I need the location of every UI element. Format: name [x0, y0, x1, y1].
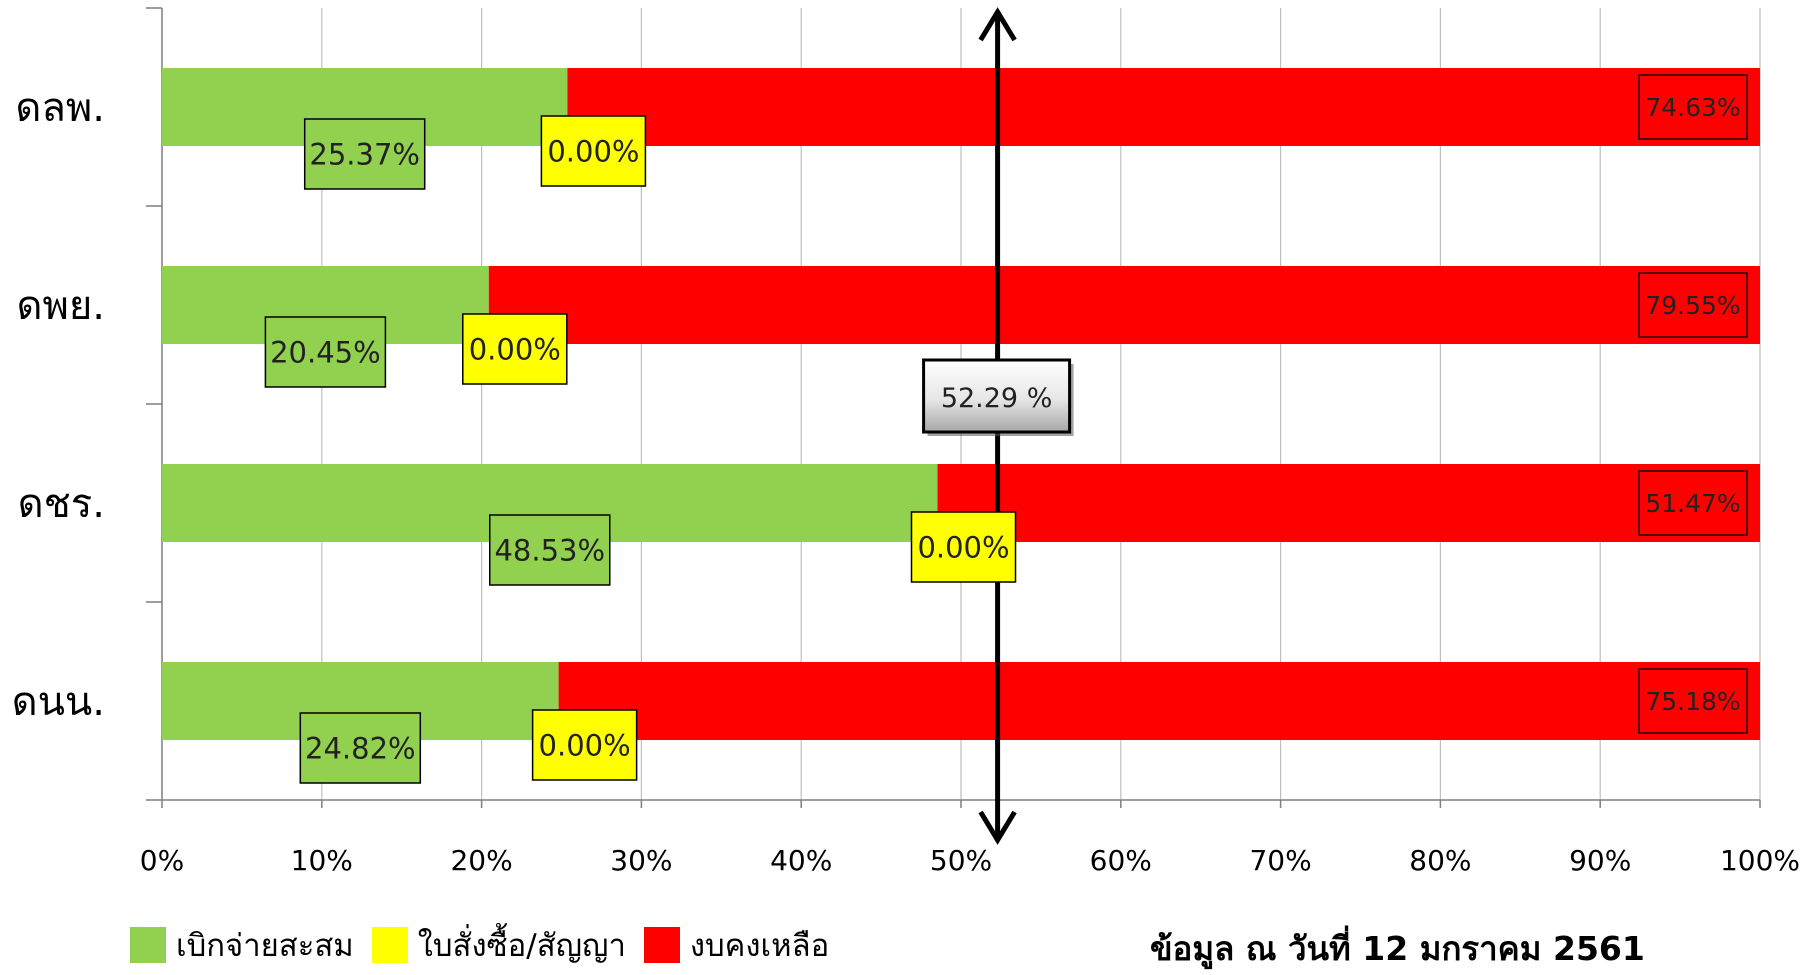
- x-tick-label: 80%: [1409, 844, 1471, 877]
- reference-label-box: [922, 358, 1072, 434]
- data-label: 75.18%: [1638, 668, 1748, 734]
- x-tick-label: 20%: [450, 844, 512, 877]
- data-label-box: [1638, 668, 1748, 734]
- category-label: ดชร.: [18, 481, 105, 527]
- data-label: 0.00%: [540, 115, 647, 187]
- x-tick-label: 40%: [770, 844, 832, 877]
- data-label-text: 48.53%: [494, 533, 605, 567]
- x-tick-label: 30%: [610, 844, 672, 877]
- data-label-text: 74.63%: [1645, 93, 1740, 122]
- data-labels: 25.37% 0.00% 74.63% 20.45% 0.00% 79.55% 48.53%…: [264, 74, 1748, 784]
- x-tick-label: 70%: [1249, 844, 1311, 877]
- data-label-text: 79.55%: [1645, 291, 1740, 320]
- data-label-text: 20.45%: [270, 335, 381, 369]
- axes: 0% 10% 20% 30% 40% 50% 60% 70% 80% 90% 100% ดลพ. ดพย…: [12, 7, 1800, 877]
- legend-item-remaining: งบคงเหลือ: [643, 920, 830, 970]
- data-label: 51.47%: [1638, 470, 1748, 536]
- data-label-box: [531, 709, 638, 781]
- data-label: 20.45%: [264, 316, 387, 388]
- data-label-box: [303, 118, 426, 190]
- legend-swatch-disbursed: [130, 927, 166, 963]
- data-label-box: [910, 511, 1017, 583]
- data-label: 25.37%: [303, 118, 426, 190]
- data-label: 79.55%: [1638, 272, 1748, 338]
- bar-segment: [937, 464, 1760, 542]
- data-label-text: 0.00%: [469, 332, 561, 366]
- data-label-box: [1638, 272, 1748, 338]
- reference-label-text: 52.29 %: [941, 383, 1053, 414]
- category-label: ดลพ.: [15, 85, 105, 131]
- x-tick-label: 0%: [140, 844, 184, 877]
- legend-label-disbursed: เบิกจ่ายสะสม: [176, 928, 354, 964]
- data-label-box: [299, 712, 422, 784]
- data-label: 0.00%: [531, 709, 638, 781]
- data-label-text: 0.00%: [917, 530, 1009, 564]
- data-label: 48.53%: [489, 514, 611, 586]
- bar-segment: [558, 662, 1761, 740]
- arrowhead-up-icon: [978, 7, 1017, 42]
- x-tick-label: 90%: [1569, 844, 1631, 877]
- data-label-box: [1638, 470, 1748, 536]
- data-label-box: [540, 115, 647, 187]
- data-label-text: 25.37%: [309, 137, 420, 171]
- reference-line: 52.29 %: [922, 7, 1074, 845]
- legend-label-purchase-orders: ใบสั่งซื้อ/สัญญา: [417, 928, 626, 964]
- data-label-text: 0.00%: [547, 134, 639, 168]
- legend-label-remaining: งบคงเหลือ: [689, 928, 830, 964]
- category-label: ดพย.: [17, 283, 106, 329]
- bar-segment: [488, 266, 1760, 344]
- stacked-bar-chart: 0% 10% 20% 30% 40% 50% 60% 70% 80% 90% 100% ดลพ. ดพย…: [12, 7, 1800, 877]
- reference-label: 52.29 %: [922, 358, 1074, 436]
- data-label-box: [264, 316, 387, 388]
- data-label-text: 0.00%: [539, 728, 631, 762]
- bars: [162, 68, 1761, 740]
- bar-segment: [567, 68, 1760, 146]
- legend-item-purchase-orders: ใบสั่งซื้อ/สัญญา: [371, 920, 626, 970]
- legend-swatch-remaining: [643, 927, 680, 963]
- legend-item-disbursed: เบิกจ่ายสะสม: [130, 920, 354, 970]
- x-tick-label: 10%: [291, 844, 353, 877]
- legend: เบิกจ่ายสะสม ใบสั่งซื้อ/สัญญา งบคงเหลือ: [130, 925, 829, 965]
- data-label-box: [462, 313, 568, 385]
- category-label: ดนน.: [12, 679, 105, 725]
- data-label: 74.63%: [1638, 74, 1748, 140]
- x-tick-label: 60%: [1090, 844, 1152, 877]
- data-label-box: [489, 514, 611, 586]
- x-tick-label: 100%: [1720, 844, 1800, 877]
- data-date-note: ข้อมูล ณ วันที่ 12 มกราคม 2561: [1150, 929, 1645, 968]
- data-label-box: [1638, 74, 1748, 140]
- legend-swatch-purchase-orders: [371, 927, 408, 963]
- data-label: 0.00%: [462, 313, 568, 385]
- arrowhead-down-icon: [978, 810, 1017, 845]
- data-label-text: 51.47%: [1645, 489, 1740, 518]
- data-label: 0.00%: [910, 511, 1017, 583]
- data-label-text: 24.82%: [305, 731, 416, 765]
- data-label: 24.82%: [299, 712, 422, 784]
- data-label-text: 75.18%: [1645, 687, 1740, 716]
- x-tick-label: 50%: [930, 844, 992, 877]
